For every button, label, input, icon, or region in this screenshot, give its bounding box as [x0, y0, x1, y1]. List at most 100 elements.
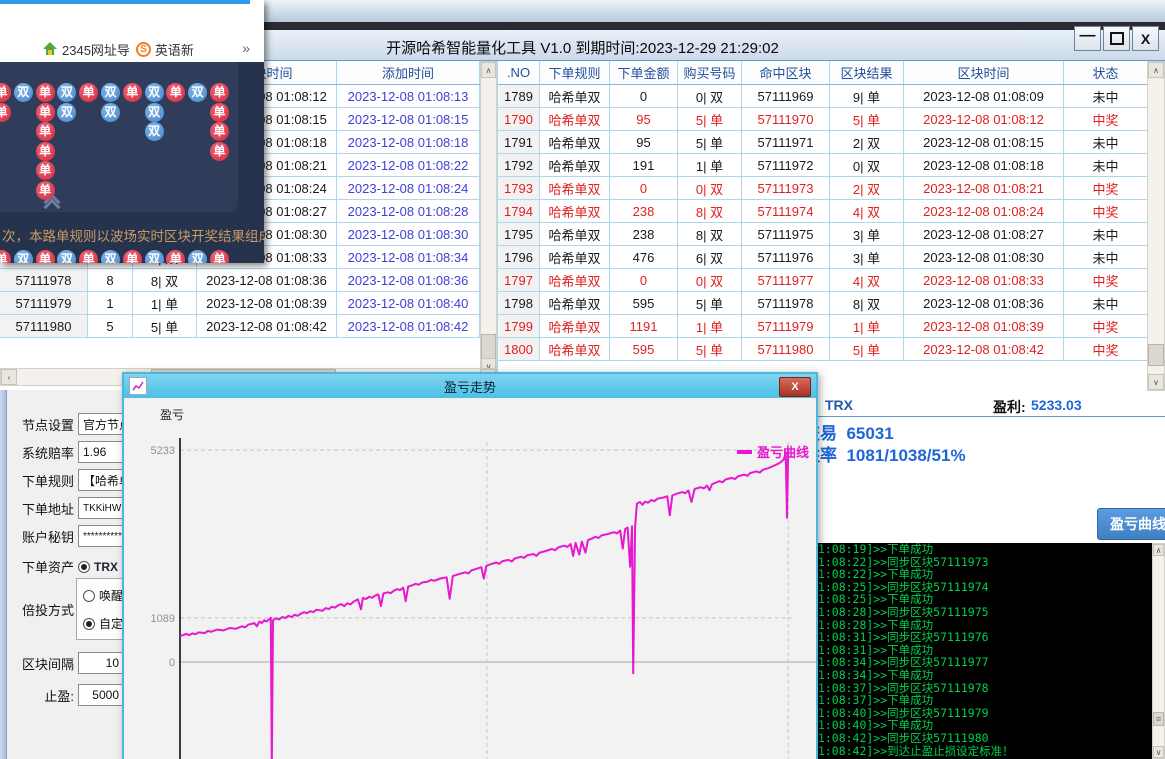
- roadmap-bead: 单: [35, 250, 55, 263]
- table-row[interactable]: 1797 哈希单双 0 0| 双 57111977 4| 双 2023-12-08 01:0…: [498, 269, 1148, 292]
- table-cell: 57111973: [742, 177, 830, 200]
- table-cell: 1799: [498, 315, 540, 338]
- table-row[interactable]: 1789 哈希单双 0 0| 双 57111969 9| 单 2023-12-08 01:0…: [498, 85, 1148, 108]
- bookmark-2345[interactable]: 2345网址导: [42, 40, 130, 59]
- table-cell: 1| 单: [133, 292, 197, 315]
- table-row[interactable]: 1800 哈希单双 595 5| 单 57111980 5| 单 2023-12-08 01…: [498, 338, 1148, 361]
- log-line: 01:08:25]>>下单成功: [811, 592, 934, 607]
- popup-titlebar-edge: [0, 0, 250, 4]
- log-line: 01:08:34]>>下单成功: [811, 667, 934, 682]
- table-cell: 4| 双: [830, 200, 904, 223]
- scroll-thumb[interactable]: ≡: [1153, 712, 1164, 726]
- table-cell: 57111976: [742, 246, 830, 269]
- multiplier-label: 倍投方式: [21, 603, 74, 618]
- console-scrollbar[interactable]: ∧ ≡ ∨: [1152, 543, 1165, 759]
- scroll-up-icon[interactable]: ∧: [481, 62, 496, 78]
- table-cell: 2023-12-08 01:08:36: [904, 292, 1064, 315]
- table-row[interactable]: 1794 哈希单双 238 8| 双 57111974 4| 双 2023-12-08 01…: [498, 200, 1148, 223]
- table-cell: 595: [610, 338, 678, 361]
- y-tick-label: 0: [169, 657, 175, 669]
- chart-app-icon: [129, 377, 147, 395]
- asset-radio[interactable]: [78, 560, 90, 573]
- asset-option-label: TRX: [94, 559, 118, 574]
- status-badge: 未中: [1064, 85, 1148, 108]
- column-header: 命中区块: [742, 61, 830, 85]
- log-line: 01:08:40]>>下单成功: [811, 718, 934, 733]
- roadmap-bead: 双: [101, 83, 120, 102]
- table-row[interactable]: 1798 哈希单双 595 5| 单 57111978 8| 双 2023-12-08 01…: [498, 292, 1148, 315]
- roadmap-bead: 单: [35, 122, 55, 142]
- right-table-vscrollbar[interactable]: ∧ ∨: [1147, 61, 1165, 391]
- roadmap-bead: 单: [35, 83, 55, 102]
- roadmap-bead: 单: [0, 83, 11, 102]
- table-row[interactable]: 57111979 1 1| 单 2023-12-08 01:08:39 2023-12-…: [0, 292, 480, 315]
- scroll-up-icon[interactable]: ∧: [1153, 544, 1164, 556]
- table-cell: 9| 单: [830, 85, 904, 108]
- table-cell: 哈希单双: [540, 338, 610, 361]
- table-row[interactable]: 1796 哈希单双 476 6| 双 57111976 3| 单 2023-12-08 01…: [498, 246, 1148, 269]
- table-cell: 哈希单双: [540, 292, 610, 315]
- scroll-thumb[interactable]: [1148, 344, 1164, 366]
- asset-row: 下单资产 TRX: [8, 557, 118, 576]
- table-row[interactable]: 1795 哈希单双 238 8| 双 57111975 3| 单 2023-12-08 01…: [498, 223, 1148, 246]
- roadmap-bead: 单: [210, 250, 229, 263]
- table-cell: 238: [610, 200, 678, 223]
- table-cell: 6| 双: [678, 246, 742, 269]
- minimize-button[interactable]: —: [1074, 26, 1101, 51]
- roadmap-bead: 双: [144, 83, 164, 102]
- roadmap-bead: 单: [0, 102, 11, 122]
- scroll-down-icon[interactable]: ∨: [1153, 746, 1164, 758]
- table-row[interactable]: 1792 哈希单双 191 1| 单 57111972 0| 双 2023-12-08 01…: [498, 154, 1148, 177]
- roadmap-bead: 双: [188, 83, 208, 102]
- scroll-down-icon[interactable]: ∨: [1148, 374, 1164, 390]
- table-cell: 2023-12-08 01:08:21: [904, 177, 1064, 200]
- table-row[interactable]: 1799 哈希单双 1191 1| 单 57111979 1| 单 2023-12-08 0…: [498, 315, 1148, 338]
- table-cell: 1| 单: [830, 315, 904, 338]
- table-cell: 57111971: [742, 131, 830, 154]
- table-cell: 5| 单: [678, 292, 742, 315]
- bookmark-english[interactable]: S 英语新: [135, 40, 194, 59]
- legend-line-swatch: [737, 449, 752, 454]
- table-row[interactable]: 57111980 5 5| 单 2023-12-08 01:08:42 2023-12-…: [0, 315, 480, 338]
- table-cell: 8| 双: [133, 269, 197, 292]
- left-table-vscrollbar[interactable]: ∧ ∨: [480, 61, 497, 391]
- scroll-left-icon[interactable]: ‹: [1, 369, 17, 385]
- roadmap-bead: 单: [35, 181, 55, 200]
- y-axis-title: 盈亏: [160, 408, 185, 422]
- wake-multiplier-radio[interactable]: [83, 589, 95, 602]
- table-row[interactable]: 1791 哈希单双 95 5| 单 57111971 2| 双 2023-12-08 01:…: [498, 131, 1148, 154]
- chart-legend: 盈亏曲线: [737, 442, 809, 461]
- roadmap-bead: 单: [122, 83, 142, 102]
- table-cell: 0: [610, 85, 678, 108]
- scroll-thumb[interactable]: [481, 334, 496, 360]
- table-cell: 2023-12-08 01:08:22: [337, 154, 480, 177]
- scroll-up-icon[interactable]: ∧: [1148, 62, 1164, 78]
- roadmap-bead: 单: [210, 83, 229, 102]
- bookmarks-overflow-icon[interactable]: »: [242, 40, 250, 56]
- secret-label: 账户秘钥: [21, 529, 74, 545]
- custom-multiplier-radio[interactable]: [83, 617, 95, 630]
- roadmap-bead: 单: [35, 161, 55, 181]
- chart-titlebar[interactable]: 盈亏走势 X: [124, 374, 816, 398]
- roadmap-bead: 单: [79, 83, 99, 102]
- table-row[interactable]: 57111978 8 8| 双 2023-12-08 01:08:36 2023-12-…: [0, 269, 480, 292]
- roadmap-bead: 双: [13, 83, 33, 102]
- profit-curve-button[interactable]: 盈亏曲线: [1097, 508, 1165, 540]
- table-cell: 哈希单双: [540, 315, 610, 338]
- roadmap-bead: 双: [144, 250, 164, 263]
- log-line: 01:08:25]>>同步区块57111974: [811, 579, 989, 594]
- table-cell: 2023-12-08 01:08:39: [904, 315, 1064, 338]
- table-cell: 2023-12-08 01:08:12: [904, 108, 1064, 131]
- table-row[interactable]: 1790 哈希单双 95 5| 单 57111970 5| 单 2023-12-08 01:…: [498, 108, 1148, 131]
- table-cell: 0: [610, 177, 678, 200]
- log-line: 01:08:37]>>下单成功: [811, 693, 934, 708]
- table-cell: 3| 单: [830, 223, 904, 246]
- table-row[interactable]: 1793 哈希单双 0 0| 双 57111973 2| 双 2023-12-08 01:0…: [498, 177, 1148, 200]
- close-button[interactable]: X: [1132, 26, 1159, 51]
- status-badge: 未中: [1064, 154, 1148, 177]
- chart-close-button[interactable]: X: [779, 377, 811, 397]
- maximize-button[interactable]: [1103, 26, 1130, 51]
- status-badge: 中奖: [1064, 177, 1148, 200]
- address-label: 下单地址: [21, 501, 74, 517]
- status-badge: 中奖: [1064, 338, 1148, 361]
